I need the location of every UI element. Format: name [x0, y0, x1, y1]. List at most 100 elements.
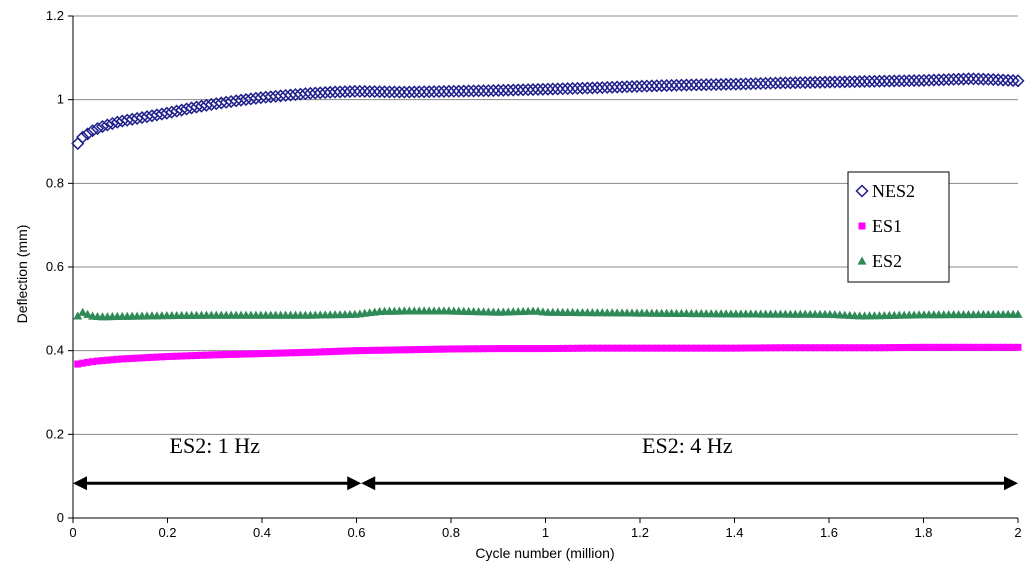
data-point [862, 74, 877, 88]
data-point [259, 90, 273, 104]
data-point [328, 85, 342, 99]
x-tick-label: 0.8 [442, 525, 460, 540]
data-point [947, 72, 961, 86]
data-point [1001, 73, 1015, 87]
data-point [955, 343, 963, 351]
data-point [561, 82, 575, 96]
series-es2 [73, 306, 1023, 321]
data-point [900, 343, 908, 351]
data-point [163, 353, 171, 361]
data-point [534, 345, 542, 353]
data-point [999, 343, 1007, 351]
data-point [303, 86, 317, 100]
y-axis-title: Deflection (mm) [14, 225, 30, 324]
data-point [472, 84, 486, 98]
data-point [823, 75, 837, 89]
data-point [316, 348, 324, 356]
data-point [669, 78, 684, 92]
data-point [244, 92, 258, 106]
data-point [673, 344, 681, 352]
data-point [813, 75, 827, 89]
data-point [640, 79, 654, 93]
x-tick-label: 1 [542, 525, 549, 540]
data-point [232, 350, 240, 358]
data-point [282, 349, 290, 357]
data-point [801, 344, 809, 352]
data-point [524, 345, 532, 353]
data-point [892, 74, 906, 88]
data-point [600, 80, 614, 95]
data-point [269, 89, 283, 103]
series-nes2 [71, 72, 1025, 151]
data-point [476, 84, 491, 98]
data-point [912, 73, 926, 88]
data-point [79, 359, 87, 367]
data-point [1013, 309, 1023, 318]
arrow-head-right [347, 476, 362, 491]
data-point [382, 85, 397, 99]
data-point [321, 348, 329, 356]
data-point [704, 78, 718, 92]
data-point [521, 83, 535, 97]
data-point [699, 78, 713, 92]
data-point [504, 345, 512, 353]
data-point [861, 344, 869, 352]
data-point [173, 352, 181, 360]
data-point [927, 73, 941, 87]
data-point [618, 344, 626, 352]
data-point [239, 92, 253, 107]
data-point [841, 344, 849, 352]
data-point [986, 72, 1000, 87]
data-point [405, 346, 413, 354]
data-point [326, 348, 334, 356]
data-point [123, 355, 131, 363]
data-point [915, 343, 923, 351]
data-point [608, 344, 616, 352]
data-point [480, 345, 488, 353]
data-point [613, 344, 621, 352]
series-es1 [74, 343, 1022, 368]
data-point [872, 74, 886, 88]
data-point [598, 344, 606, 352]
data-point [989, 343, 997, 351]
data-point [390, 346, 398, 354]
data-point [932, 73, 946, 87]
data-point [994, 343, 1002, 351]
data-point [536, 82, 550, 96]
data-point [707, 344, 715, 352]
data-point [806, 344, 814, 352]
data-point [570, 81, 585, 95]
data-point [674, 78, 689, 92]
annotation-layer: ES2: 1 Hz ES2: 4 Hz [73, 433, 1018, 491]
data-point [791, 344, 799, 352]
data-point [930, 343, 938, 351]
data-point [499, 345, 507, 353]
x-tick-label: 2 [1014, 525, 1021, 540]
data-point [277, 349, 285, 357]
data-point [257, 350, 265, 358]
data-point [442, 84, 456, 98]
data-point [732, 344, 740, 352]
data-point [1006, 74, 1020, 88]
data-point [407, 85, 421, 99]
data-point [84, 358, 92, 366]
data-point [660, 79, 674, 93]
data-point [363, 84, 377, 99]
y-tick-label: 0.8 [46, 175, 64, 190]
data-point [727, 344, 735, 352]
data-point [694, 78, 708, 92]
data-point [942, 72, 956, 87]
x-tick-label: 0.2 [158, 525, 176, 540]
data-point [457, 84, 471, 98]
data-point [341, 347, 349, 355]
data-point [976, 72, 990, 86]
data-point [638, 344, 646, 352]
data-point [1004, 343, 1012, 351]
data-point [957, 72, 971, 86]
data-point [682, 344, 690, 352]
data-point [264, 90, 278, 104]
data-point [237, 350, 245, 358]
x-tick-label: 1.4 [725, 525, 743, 540]
